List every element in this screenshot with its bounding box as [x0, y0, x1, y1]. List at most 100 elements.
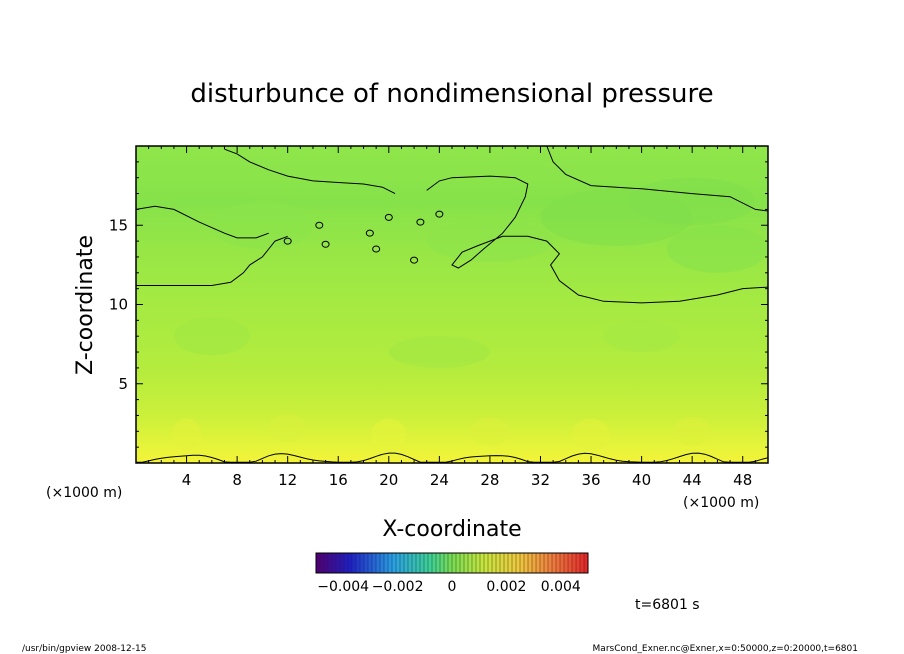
field-patch: [572, 418, 610, 451]
x-tick-label: 44: [683, 471, 702, 489]
y-tick-label: 5: [118, 375, 128, 393]
colorbar-segment: [368, 553, 373, 573]
colorbar-segment: [532, 553, 537, 573]
colorbar-segment: [356, 553, 361, 573]
colorbar-segment: [484, 553, 489, 573]
field-patches: [171, 177, 768, 451]
colorbar-segment: [452, 553, 457, 573]
colorbar-segment: [376, 553, 381, 573]
field-patch: [470, 417, 509, 446]
colorbar-segment: [544, 553, 549, 573]
colorbar: [315, 553, 589, 573]
colorbar-segment: [464, 553, 469, 573]
colorbar-segment: [500, 553, 505, 573]
colorbar-segment: [560, 553, 565, 573]
colorbar-segment: [424, 553, 429, 573]
colorbar-segment: [352, 553, 357, 573]
colorbar-frame: [315, 552, 589, 574]
colorbar-tick-label: 0: [448, 579, 457, 595]
x-tick-label: 8: [232, 471, 242, 489]
colorbar-segment: [344, 553, 349, 573]
contour-line: [224, 148, 396, 195]
colorbar-segment: [528, 553, 533, 573]
colorbar-segment: [428, 553, 433, 573]
colorbar-segment: [580, 553, 585, 573]
x-tick-label: 4: [182, 471, 192, 489]
colorbar-segment: [504, 553, 509, 573]
colorbar-segment: [488, 553, 493, 573]
colorbar-segment: [412, 553, 417, 573]
time-label: t=6801 s: [635, 597, 700, 613]
colorbar-segment: [360, 553, 365, 573]
colorbar-segment: [440, 553, 445, 573]
colorbar-segment: [520, 553, 525, 573]
colorbar-segment: [568, 553, 573, 573]
colorbar-segment: [540, 553, 545, 573]
contour-line: [136, 205, 269, 239]
colorbar-segment: [552, 553, 557, 573]
contour-island: [416, 218, 425, 226]
contour-island: [315, 221, 324, 229]
x-unit-right: (×1000 m): [683, 495, 759, 511]
y-axis-label: Z-coordinate: [73, 235, 98, 375]
x-tick-label: 40: [632, 471, 651, 489]
colorbar-segment: [480, 553, 485, 573]
colorbar-segment: [384, 553, 389, 573]
colorbar-tick-label: −0.004: [317, 579, 369, 595]
field-patch: [211, 201, 313, 250]
x-unit-left: (×1000 m): [46, 485, 122, 501]
x-tick-label: 12: [278, 471, 297, 489]
colorbar-segment: [516, 553, 521, 573]
x-tick-label: 36: [581, 471, 600, 489]
contour-island: [283, 237, 292, 245]
colorbar-segment: [460, 553, 465, 573]
colorbar-segment: [564, 553, 569, 573]
colorbar-segment: [372, 553, 377, 573]
field-patch: [628, 177, 756, 226]
colorbar-segment: [396, 553, 401, 573]
y-tick-label: 15: [109, 216, 128, 234]
x-tick-label: 24: [430, 471, 449, 489]
colorbar-segment: [436, 553, 441, 573]
colorbar-segment: [320, 553, 325, 573]
contour-island: [321, 240, 330, 248]
colorbar-segment: [444, 553, 449, 573]
colorbar-segment: [380, 553, 385, 573]
field-patch: [388, 336, 490, 368]
plot-area: [136, 146, 768, 463]
contour-island: [384, 213, 393, 221]
colorbar-segment: [472, 553, 477, 573]
contour-island: [365, 229, 374, 237]
colorbar-segment: [456, 553, 461, 573]
colorbar-segment: [420, 553, 425, 573]
x-axis: 4 8 12 16 20 24 28 32 36 40 44 48: [148, 146, 756, 489]
colorbar-segment: [416, 553, 421, 573]
chart-title: disturbunce of nondimensional pressure: [190, 79, 713, 109]
contour-line: [136, 235, 288, 286]
colorbar-segment: [324, 553, 329, 573]
field-patch: [173, 317, 250, 356]
colorbar-segment: [496, 553, 501, 573]
colorbar-segment: [572, 553, 577, 573]
x-tick-label: 48: [733, 471, 752, 489]
field-patch: [268, 413, 307, 443]
colorbar-segment: [328, 553, 333, 573]
colorbar-segment: [556, 553, 561, 573]
contour-island: [372, 245, 381, 253]
colorbar-segment: [408, 553, 413, 573]
colorbar-segment: [432, 553, 437, 573]
colorbar-segment: [400, 553, 405, 573]
field-patch: [666, 225, 768, 273]
y-axis: 5 10 15: [109, 161, 768, 448]
colorbar-segment: [508, 553, 513, 573]
colorbar-segment: [448, 553, 453, 573]
colorbar-tick-label: 0.004: [541, 579, 581, 595]
colorbar-segment: [576, 553, 581, 573]
colorbar-segment: [332, 553, 337, 573]
contour-island: [435, 210, 444, 218]
colorbar-tick-label: −0.002: [372, 579, 424, 595]
colorbar-segment: [336, 553, 341, 573]
contour-line: [426, 175, 768, 304]
x-tick-label: 28: [480, 471, 499, 489]
footer-left: /usr/bin/gpview 2008-12-15: [22, 644, 146, 654]
